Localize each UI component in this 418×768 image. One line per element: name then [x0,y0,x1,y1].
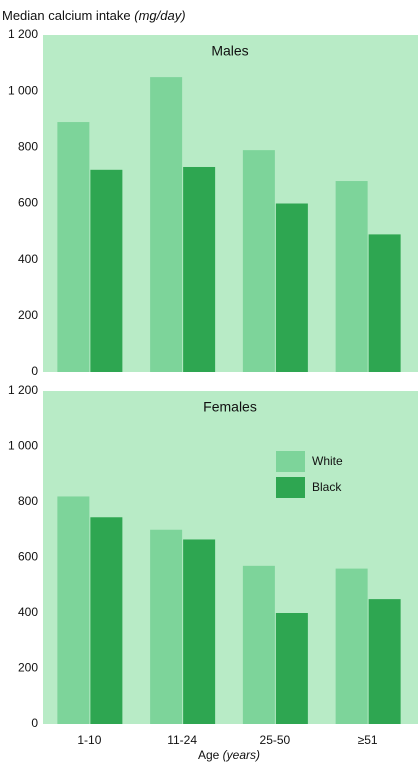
y-tick-label: 1 000 [8,83,38,97]
y-axis-title: Median calcium intake (mg/day) [2,8,186,23]
bar [242,150,275,372]
bar [368,234,401,372]
bar [150,77,183,372]
y-tick-label: 400 [18,605,38,619]
y-tick-label: 400 [18,252,38,266]
panel-title: Males [211,43,248,59]
legend-label: Black [312,480,342,494]
x-tick-label: 11-24 [167,733,197,747]
x-tick-label: 1-10 [77,733,101,747]
legend-swatch [276,477,305,498]
y-tick-label: 800 [18,494,38,508]
y-tick-label: 1 000 [8,439,38,453]
x-tick-label: ≥51 [358,733,378,747]
y-tick-label: 1 200 [8,383,38,397]
bar [150,529,183,724]
bar [335,568,368,724]
bar [90,517,123,724]
bar [90,169,123,372]
x-axis-title: Age (years) [198,748,260,762]
y-tick-label: 600 [18,550,38,564]
y-tick-label: 800 [18,140,38,154]
y-tick-label: 0 [31,364,38,378]
bar [183,166,216,372]
bar [335,181,368,372]
y-tick-label: 1 200 [8,27,38,41]
bar [242,565,275,724]
legend-label: White [312,454,343,468]
y-tick-label: 0 [31,716,38,730]
legend-swatch [276,451,305,472]
bar [275,613,308,724]
panel-title: Females [203,399,257,415]
bar [183,539,216,724]
bar [368,599,401,724]
bar [275,203,308,372]
x-tick-label: 25-50 [260,733,291,747]
y-tick-label: 200 [18,661,38,675]
y-tick-label: 600 [18,196,38,210]
y-tick-label: 200 [18,308,38,322]
bar [57,496,90,724]
bar [57,122,90,372]
